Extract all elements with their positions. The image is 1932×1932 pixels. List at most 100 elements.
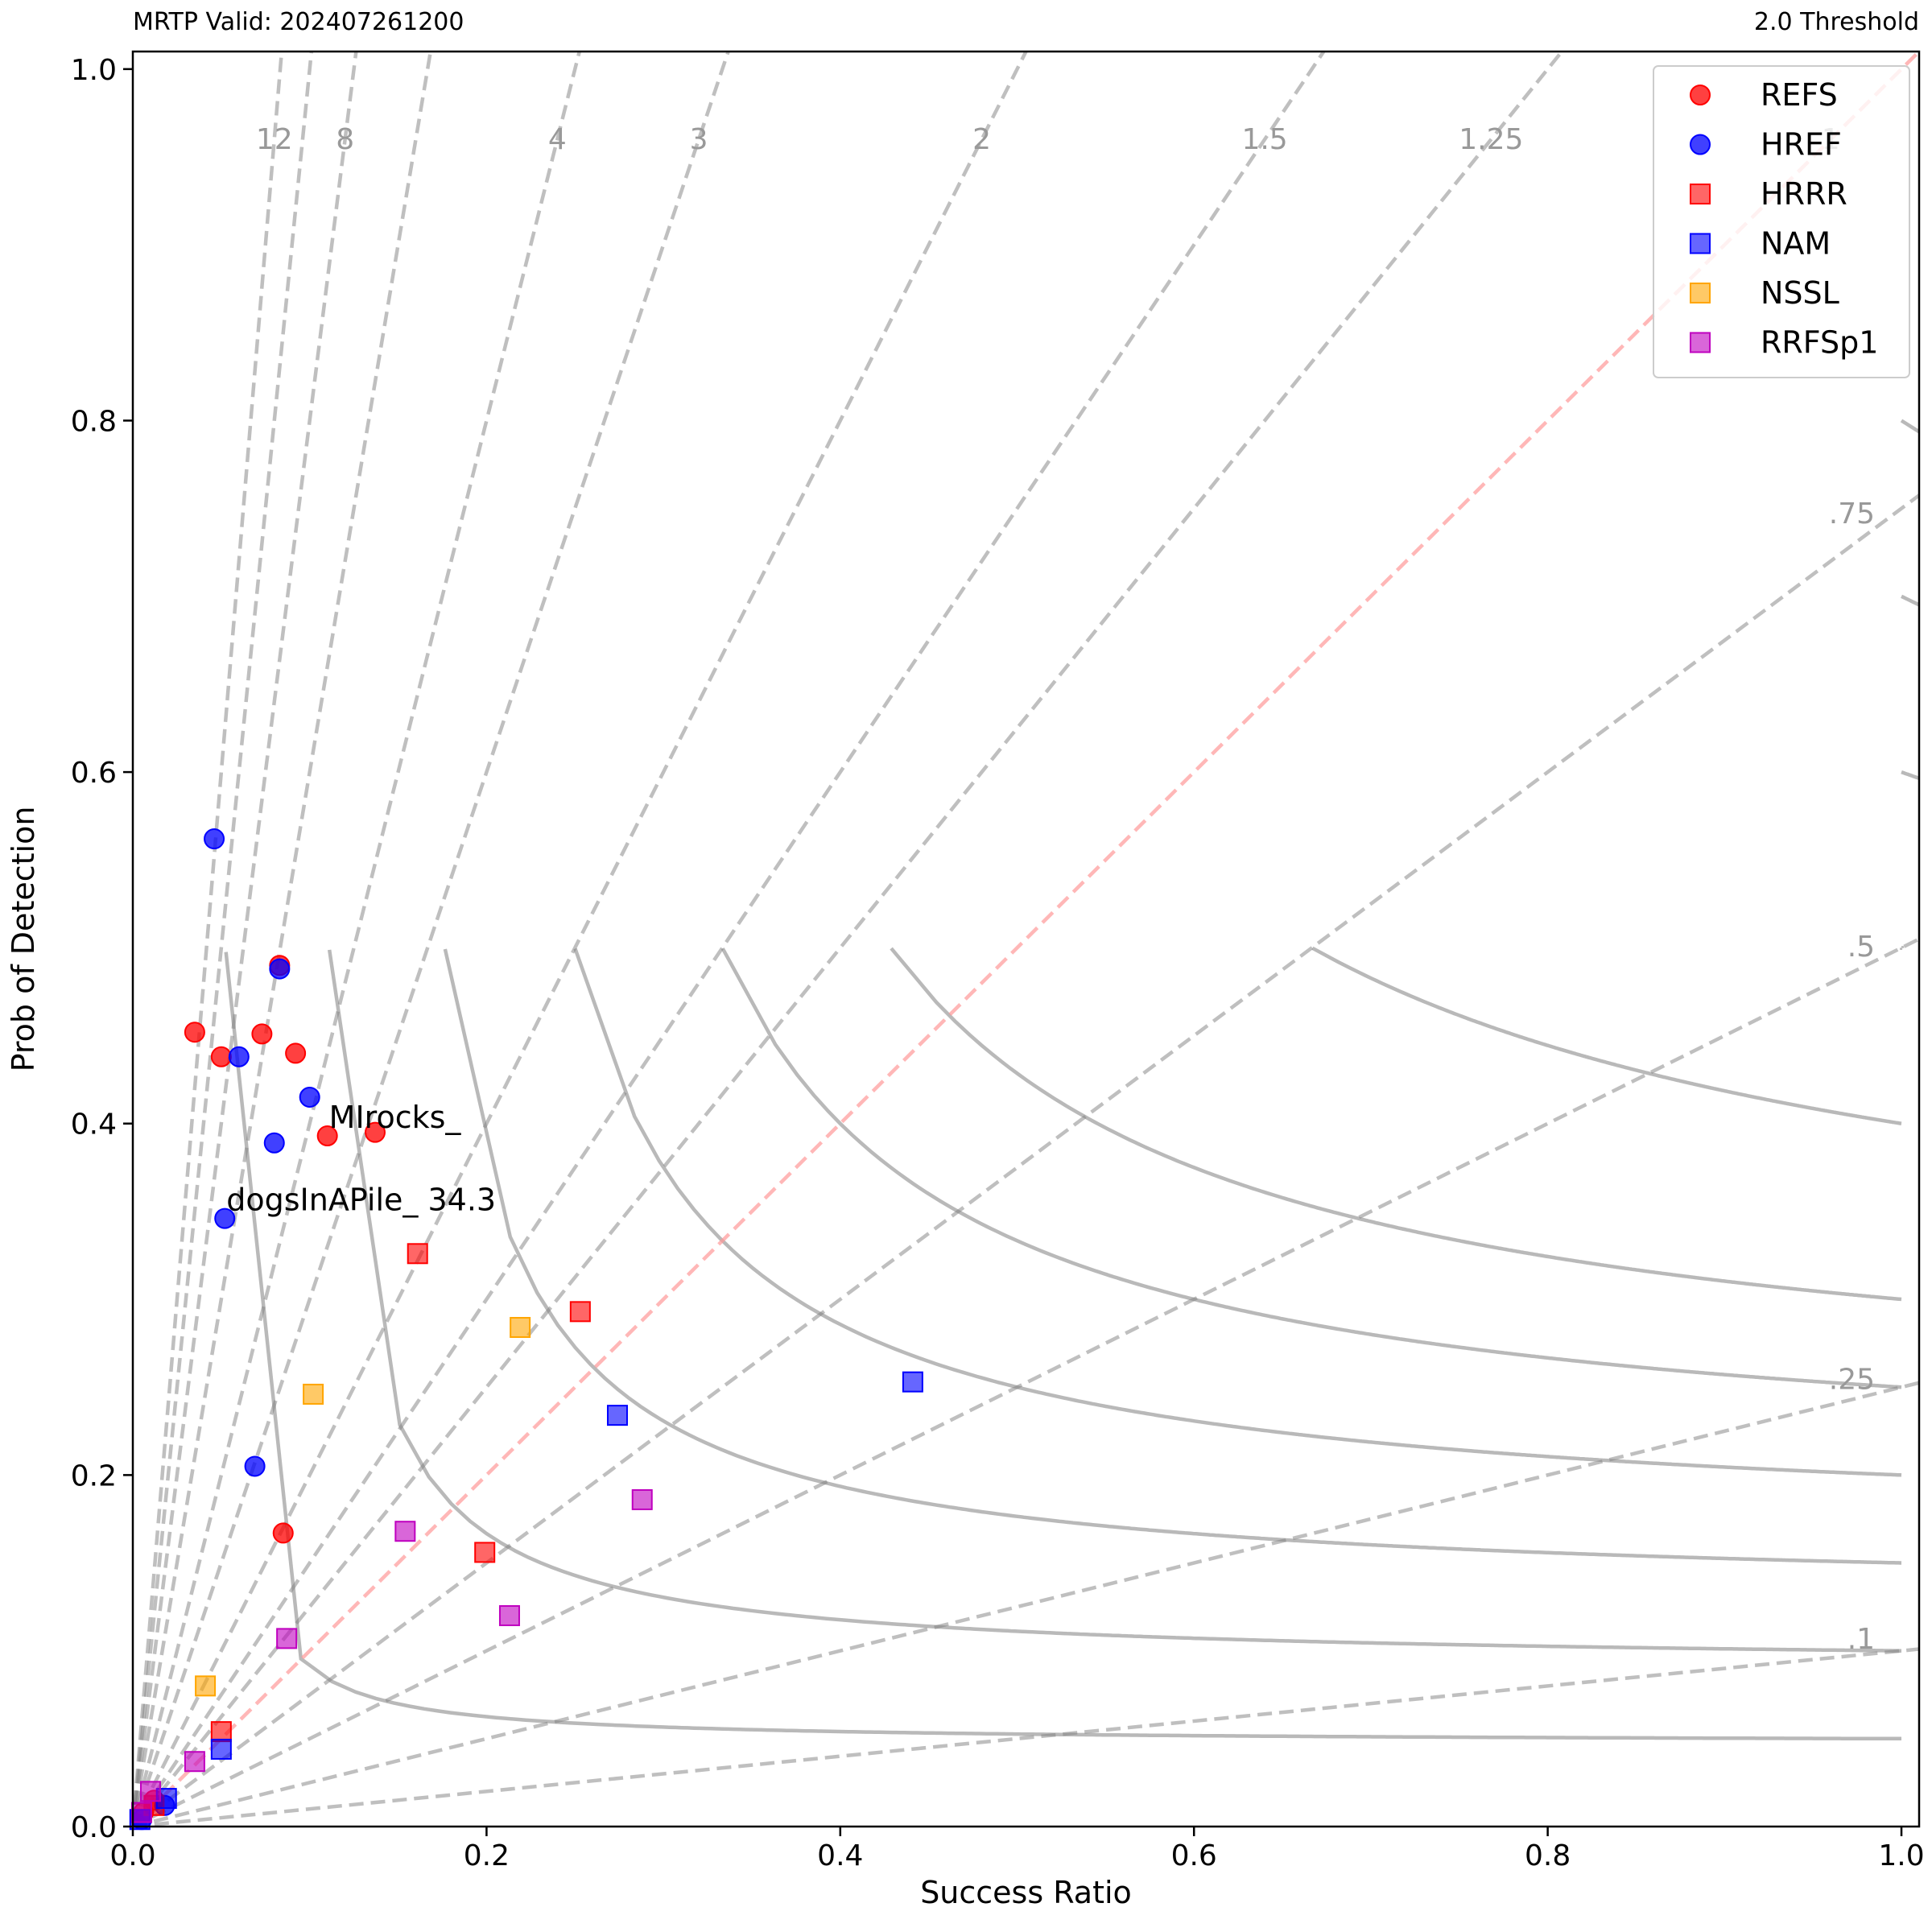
y-tick-label: 0.8 [71,405,117,438]
data-point [210,1721,232,1743]
legend-label: NAM [1761,226,1831,262]
legend-marker [1690,184,1711,204]
legend-box [1653,65,1910,378]
x-tick-label: 0.8 [1525,1839,1571,1872]
bias-label: 1.5 [1241,123,1287,156]
bias-line [133,1647,1919,1827]
y-tick-label: 1.0 [71,54,117,87]
bias-line [133,493,1919,1827]
point-annotation: dogsInAPile_ 34.3 [226,1183,496,1218]
data-point [394,1521,416,1542]
csi-contour [327,949,1901,1653]
csi-contour [224,952,1901,1741]
y-tick-label: 0.4 [71,1108,117,1141]
legend-label: HRRR [1761,176,1847,212]
csi-contour [890,947,1902,1302]
csi-contour [720,947,1902,1389]
x-axis-label: Success Ratio [920,1875,1132,1910]
point-annotation: MIrocks_ [329,1100,462,1135]
bias-line [133,52,358,1827]
bias-line [133,52,582,1827]
data-point [474,1542,496,1563]
data-point [184,1751,205,1773]
csi-contour [1901,770,1919,781]
data-point [364,1121,386,1143]
data-point [407,1243,428,1265]
data-point [498,1605,520,1627]
x-tick-label: 0.0 [109,1839,155,1872]
y-tick-label: 0.2 [71,1459,117,1492]
bias-line [133,52,284,1827]
data-point [269,958,291,980]
data-point [204,828,225,850]
legend-label: REFS [1761,77,1838,113]
data-point [228,1046,250,1067]
csi-contour [443,948,1901,1565]
annotations: MIrocks_ dogsInAPile_ 34.3 [226,1100,496,1218]
legend-marker [1690,332,1711,353]
bias-label: 3 [690,123,708,156]
data-point [299,1086,320,1108]
bias-line [133,52,1029,1827]
x-tick-label: 0.4 [817,1839,863,1872]
bias-label: 1.25 [1459,123,1523,156]
data-point [184,1022,205,1043]
legend-marker [1690,134,1711,155]
data-point [316,1125,338,1147]
bias-label: .25 [1829,1363,1875,1396]
data-point [276,1628,298,1649]
data-point [510,1316,531,1338]
y-tick-label: 0.6 [71,757,117,790]
legend-label: HREF [1761,127,1842,163]
data-point [139,1781,161,1802]
legend-marker [1690,85,1711,105]
bias-label: 2 [972,123,991,156]
bias-line [133,52,1565,1827]
data-point [606,1405,628,1426]
data-point [195,1675,217,1697]
bias-label: 8 [336,123,354,156]
bias-label: 12 [256,123,293,156]
data-point [902,1371,923,1393]
legend: REFS HREF HRRR NAM NSSL RRFSp1 [1653,65,1910,378]
data-point [631,1488,653,1510]
csi-contour [1311,946,1902,1125]
legend-marker [1690,233,1711,254]
data-point [210,1046,232,1067]
axes: 0.0 0.2 0.4 0.6 0.8 1.0 0.0 0.2 0.4 0.6 0.8 1.0 Succ… [6,54,1925,1910]
plot-frame [131,50,1921,1828]
bias-label: .5 [1847,931,1875,964]
bias-line [133,52,731,1827]
data-point [569,1301,591,1323]
data-point [272,1522,294,1544]
bias-line [133,52,1919,1827]
csi-contour [573,947,1902,1477]
bias-line [133,52,314,1827]
data-point [263,1132,285,1154]
legend-marker [1690,283,1711,303]
bias-line [133,936,1919,1827]
data-point [130,1802,152,1823]
data-point [285,1042,307,1064]
csi-contours [224,419,1919,1741]
legend-label: RRFSp1 [1761,325,1878,361]
bias-line [133,1381,1919,1827]
x-tick-label: 0.6 [1171,1839,1217,1872]
data-point [210,1738,232,1760]
data-points [129,828,923,1831]
legend-label: NSSL [1761,275,1839,311]
data-point [214,1208,236,1229]
data-point [251,1023,273,1045]
data-point [244,1455,266,1477]
chart-subtitle: 2.0 Threshold [1753,8,1919,36]
bias-line [133,52,1327,1827]
bias-label: .75 [1829,497,1875,530]
x-tick-label: 1.0 [1878,1839,1924,1872]
chart-title: MRTP Valid: 202407261200 [133,8,464,36]
bias-label: 4 [548,123,567,156]
bias-label: .1 [1847,1623,1875,1656]
x-tick-label: 0.2 [464,1839,510,1872]
csi-contour [1900,419,1919,434]
